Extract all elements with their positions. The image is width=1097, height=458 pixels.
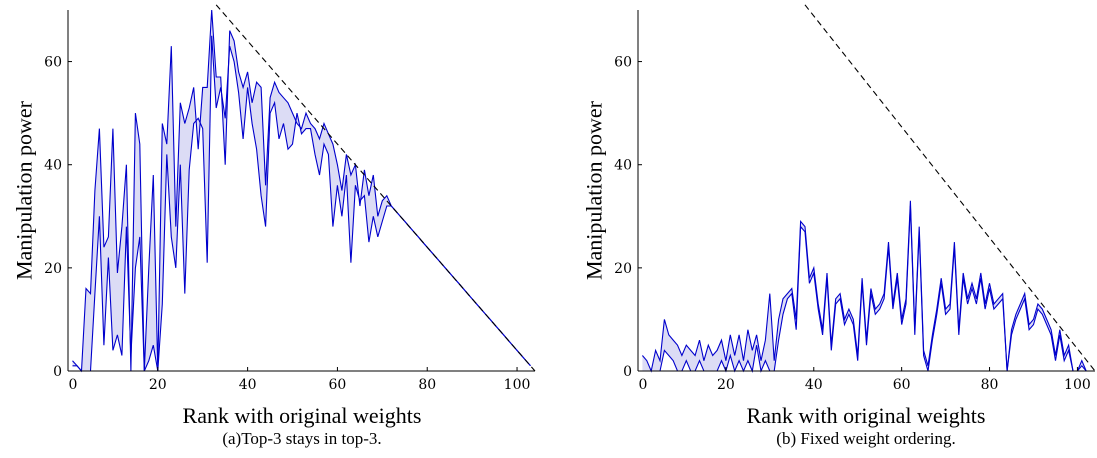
bound-line-a bbox=[215, 4, 536, 372]
y-axis-label-a: Manipulation power bbox=[12, 100, 37, 280]
upper-line-a bbox=[72, 9, 531, 373]
plot-area-b bbox=[641, 4, 1096, 373]
y-ticks-b: 0 20 40 60 bbox=[614, 55, 642, 380]
x-tick-label: 20 bbox=[717, 377, 735, 393]
lower-line-b bbox=[642, 205, 1091, 373]
x-tick-label: 40 bbox=[805, 377, 823, 393]
x-tick-label: 40 bbox=[239, 377, 257, 393]
x-tick-label: 80 bbox=[981, 377, 999, 393]
plot-area-a bbox=[72, 4, 536, 373]
x-axis-label-b: Rank with original weights bbox=[747, 403, 986, 428]
band-b bbox=[642, 200, 1091, 371]
panel-a: 0 20 40 60 80 100 0 20 40 60 Rank with original … bbox=[12, 4, 536, 448]
x-ticks-a: 0 20 40 60 80 100 bbox=[67, 367, 531, 393]
x-tick-label: 0 bbox=[69, 377, 78, 393]
caption-a: (a)Top-3 stays in top-3. bbox=[222, 429, 381, 448]
bound-line-b bbox=[804, 4, 1096, 372]
x-tick-label: 100 bbox=[504, 377, 531, 393]
y-tick-label: 20 bbox=[44, 261, 62, 277]
y-tick-label: 0 bbox=[53, 364, 62, 380]
panel-b: 0 20 40 60 80 100 0 20 40 60 Rank with original … bbox=[582, 4, 1096, 448]
y-tick-label: 0 bbox=[623, 364, 632, 380]
x-tick-label: 60 bbox=[329, 377, 347, 393]
x-tick-label: 20 bbox=[149, 377, 167, 393]
x-ticks-b: 0 20 40 60 80 100 bbox=[637, 367, 1091, 393]
upper-line-b bbox=[641, 200, 1091, 373]
x-tick-label: 80 bbox=[418, 377, 436, 393]
x-tick-label: 100 bbox=[1064, 377, 1091, 393]
y-tick-label: 20 bbox=[614, 261, 632, 277]
x-tick-label: 60 bbox=[893, 377, 911, 393]
y-ticks-a: 0 20 40 60 bbox=[44, 55, 72, 380]
caption-b: (b) Fixed weight ordering. bbox=[776, 429, 955, 448]
x-tick-label: 0 bbox=[639, 377, 648, 393]
y-tick-label: 60 bbox=[614, 55, 632, 71]
x-axis-label-a: Rank with original weights bbox=[183, 403, 422, 428]
band-a bbox=[72, 10, 531, 371]
y-tick-label: 40 bbox=[614, 158, 632, 174]
y-tick-label: 40 bbox=[44, 158, 62, 174]
y-axis-label-b: Manipulation power bbox=[582, 100, 607, 280]
y-tick-label: 60 bbox=[44, 55, 62, 71]
